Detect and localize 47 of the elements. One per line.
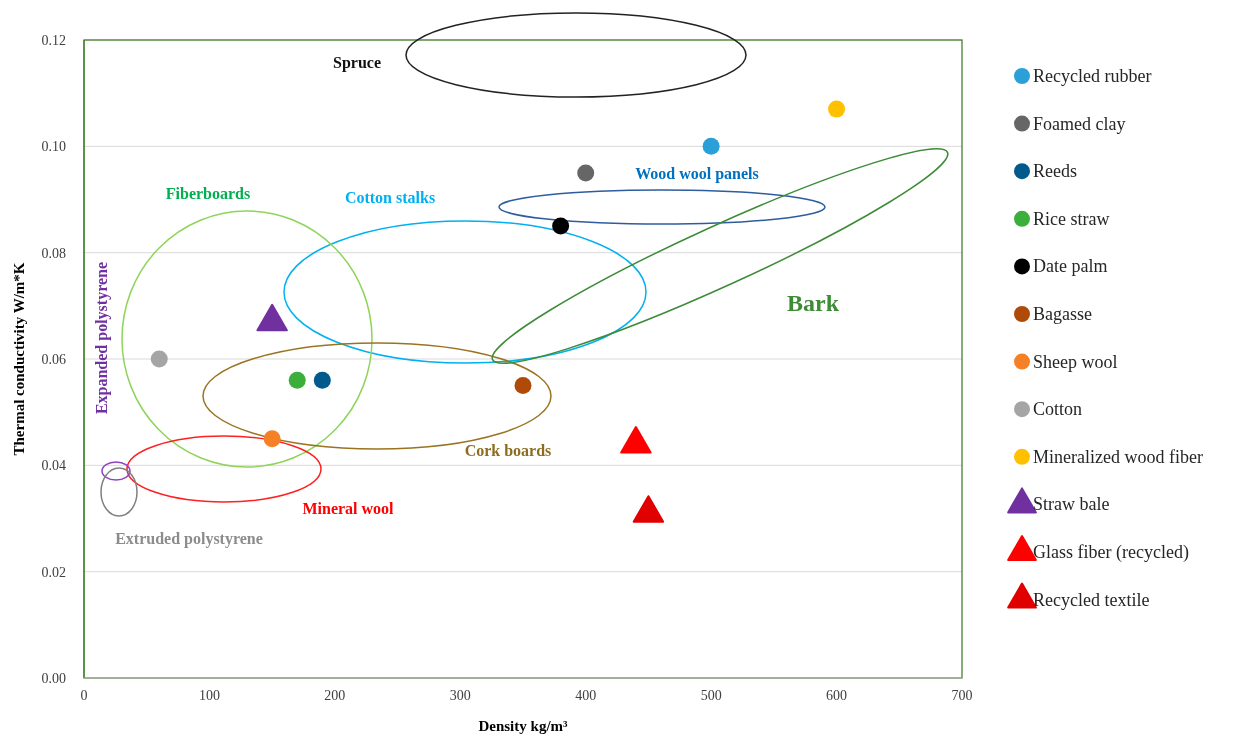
- point: [288, 371, 306, 389]
- legend-label: Mineralized wood fiber: [1033, 446, 1203, 467]
- y-tick-label: 0.06: [41, 352, 66, 367]
- y-tick-label: 0.08: [41, 245, 66, 261]
- y-tick-label: 0.12: [41, 33, 66, 48]
- annotation: Spruce: [333, 53, 381, 72]
- annotation: Wood wool panels: [635, 164, 759, 183]
- point: [552, 217, 570, 235]
- legend-label: Cotton: [1033, 399, 1083, 420]
- point: [577, 164, 595, 182]
- annotation: Fiberboards: [165, 184, 251, 202]
- annotation: Cotton stalks: [344, 188, 436, 206]
- legend-label: Recycled rubber: [1033, 66, 1152, 86]
- legend-label: Recycled textile: [1033, 589, 1150, 610]
- legend-label: Sheep wool: [1033, 351, 1118, 372]
- point: [514, 377, 532, 395]
- point: [150, 350, 168, 368]
- point: [702, 137, 720, 155]
- x-axis-title: Density kg/m³: [478, 718, 569, 734]
- legend-label: Date palm: [1033, 256, 1108, 277]
- legend-label: Glass fiber (recycled): [1033, 542, 1189, 563]
- x-tick-label: 0: [80, 688, 88, 703]
- x-tick-label: 100: [198, 688, 220, 703]
- y-tick-label: 0.02: [41, 564, 66, 580]
- y-tick-label: 0.04: [41, 458, 66, 474]
- x-tick-label: 500: [700, 688, 722, 703]
- legend-label: Reeds: [1033, 161, 1077, 182]
- x-tick-label: 600: [826, 688, 848, 703]
- y-tick-label: 0.00: [41, 671, 66, 686]
- legend-label: Foamed clay: [1033, 113, 1126, 134]
- legend-label: Rice straw: [1033, 208, 1110, 229]
- point: [263, 430, 281, 448]
- annotation: Bark: [786, 290, 840, 317]
- point: [828, 100, 846, 118]
- annotation: Expanded polystyrene: [92, 261, 111, 415]
- x-tick-label: 700: [951, 688, 973, 703]
- annotation: Mineral wool: [302, 499, 395, 517]
- legend-label: Straw bale: [1033, 494, 1110, 515]
- legend-label: Bagasse: [1033, 304, 1092, 324]
- y-tick-label: 0.10: [41, 139, 66, 155]
- annotation: Cork boards: [464, 441, 552, 459]
- x-tick-label: 200: [324, 688, 346, 703]
- point: [313, 371, 331, 389]
- annotation: Extruded polystyrene: [115, 529, 263, 548]
- x-tick-label: 400: [575, 688, 597, 703]
- x-tick-label: 300: [449, 688, 471, 703]
- y-axis-title: Thermal conductivity W/m*K: [11, 262, 27, 456]
